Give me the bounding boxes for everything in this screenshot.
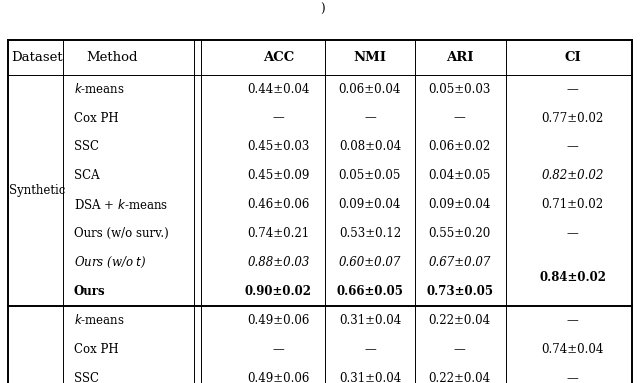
Text: 0.73±0.05: 0.73±0.05 [426, 285, 493, 298]
Text: 0.49±0.06: 0.49±0.06 [247, 372, 310, 383]
Text: 0.06±0.02: 0.06±0.02 [428, 141, 491, 154]
Text: 0.04±0.05: 0.04±0.05 [428, 169, 491, 182]
Text: 0.77±0.02: 0.77±0.02 [541, 111, 604, 124]
Text: —: — [364, 343, 376, 356]
Text: 0.31±0.04: 0.31±0.04 [339, 372, 401, 383]
Text: $k$-means: $k$-means [74, 313, 124, 327]
Text: 0.31±0.04: 0.31±0.04 [339, 314, 401, 327]
Text: CI: CI [564, 51, 581, 64]
Text: Method: Method [86, 51, 138, 64]
Text: SSC: SSC [74, 372, 99, 383]
Text: —: — [454, 343, 465, 356]
Text: 0.67±0.07: 0.67±0.07 [428, 256, 491, 269]
Text: 0.45±0.03: 0.45±0.03 [247, 141, 310, 154]
Text: —: — [273, 111, 284, 124]
Text: 0.60±0.07: 0.60±0.07 [339, 256, 401, 269]
Text: SSC: SSC [74, 141, 99, 154]
Text: 0.05±0.05: 0.05±0.05 [339, 169, 401, 182]
Text: —: — [454, 111, 465, 124]
Text: 0.46±0.06: 0.46±0.06 [247, 198, 310, 211]
Text: ARI: ARI [446, 51, 473, 64]
Text: 0.53±0.12: 0.53±0.12 [339, 227, 401, 240]
Text: ): ) [320, 3, 324, 16]
Text: 0.90±0.02: 0.90±0.02 [245, 285, 312, 298]
Text: Cox PH: Cox PH [74, 343, 118, 356]
Text: 0.22±0.04: 0.22±0.04 [428, 372, 491, 383]
Text: $k$-means: $k$-means [74, 82, 124, 96]
Text: 0.88±0.03: 0.88±0.03 [247, 256, 310, 269]
Text: 0.08±0.04: 0.08±0.04 [339, 141, 401, 154]
Text: —: — [273, 343, 284, 356]
Text: —: — [567, 372, 579, 383]
Text: 0.44±0.04: 0.44±0.04 [247, 83, 310, 96]
Text: 0.49±0.06: 0.49±0.06 [247, 314, 310, 327]
Text: 0.45±0.09: 0.45±0.09 [247, 169, 310, 182]
Text: ACC: ACC [263, 51, 294, 64]
Text: DSA + $k$-means: DSA + $k$-means [74, 198, 168, 212]
Text: NMI: NMI [353, 51, 387, 64]
Text: SCA: SCA [74, 169, 99, 182]
Text: —: — [567, 227, 579, 240]
Text: 0.74±0.04: 0.74±0.04 [541, 343, 604, 356]
Text: 0.09±0.04: 0.09±0.04 [339, 198, 401, 211]
Text: 0.82±0.02: 0.82±0.02 [541, 169, 604, 182]
Text: 0.84±0.02: 0.84±0.02 [540, 271, 606, 283]
Text: 0.66±0.05: 0.66±0.05 [337, 285, 403, 298]
Text: —: — [364, 111, 376, 124]
Text: Ours (w/o $t$): Ours (w/o $t$) [74, 255, 147, 270]
Text: Synthetic: Synthetic [9, 184, 65, 197]
Text: 0.74±0.21: 0.74±0.21 [247, 227, 310, 240]
Text: Cox PH: Cox PH [74, 111, 118, 124]
Text: 0.09±0.04: 0.09±0.04 [428, 198, 491, 211]
Text: —: — [567, 314, 579, 327]
Text: Ours (w/o surv.): Ours (w/o surv.) [74, 227, 168, 240]
Text: 0.05±0.03: 0.05±0.03 [428, 83, 491, 96]
Text: 0.06±0.04: 0.06±0.04 [339, 83, 401, 96]
Text: Dataset: Dataset [12, 51, 63, 64]
Text: Ours: Ours [74, 285, 105, 298]
Text: 0.55±0.20: 0.55±0.20 [428, 227, 491, 240]
Text: —: — [567, 83, 579, 96]
Text: 0.71±0.02: 0.71±0.02 [541, 198, 604, 211]
Text: —: — [567, 141, 579, 154]
Text: 0.22±0.04: 0.22±0.04 [428, 314, 491, 327]
